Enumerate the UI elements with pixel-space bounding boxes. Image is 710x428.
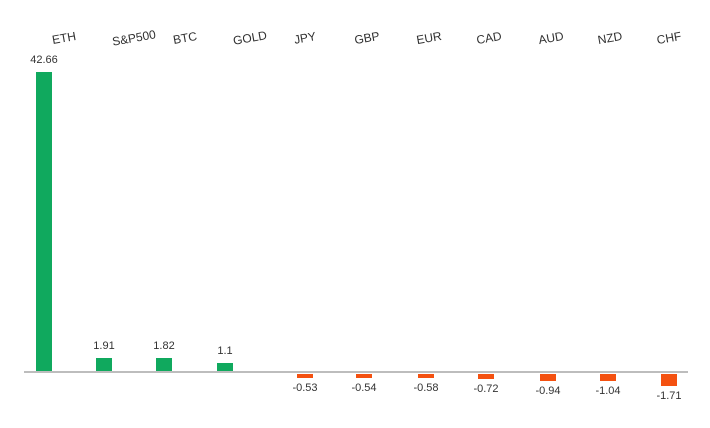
x-axis-zero-line	[24, 371, 688, 373]
bar-nzd	[600, 374, 616, 381]
bar-gbp	[356, 374, 372, 378]
value-label: -1.71	[656, 390, 682, 402]
bar-jpy	[297, 374, 313, 378]
value-label: -0.72	[473, 383, 499, 395]
value-label: -0.58	[413, 382, 439, 394]
bar-sp500	[96, 358, 112, 371]
bar-eth	[36, 72, 52, 371]
bar-cad	[478, 374, 494, 379]
value-label: 1.91	[93, 340, 115, 352]
value-label: -0.94	[535, 385, 561, 397]
value-label: 1.82	[153, 340, 175, 352]
bar-eur	[418, 374, 434, 378]
value-label: 1.1	[217, 345, 233, 357]
bar-gold	[217, 363, 233, 371]
value-label: -1.04	[595, 385, 621, 397]
bar-btc	[156, 358, 172, 371]
value-label: -0.53	[292, 382, 318, 394]
bar-chf	[661, 374, 677, 386]
value-label: -0.54	[351, 382, 377, 394]
bar-aud	[540, 374, 556, 381]
value-label: 42.66	[30, 54, 58, 66]
